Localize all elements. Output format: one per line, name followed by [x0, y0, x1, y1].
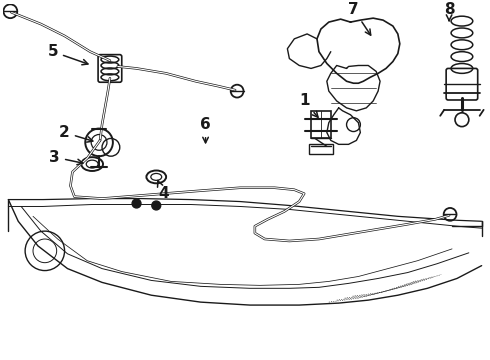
Circle shape [132, 199, 141, 208]
Text: 3: 3 [49, 150, 83, 165]
Text: 7: 7 [348, 2, 371, 35]
Text: 5: 5 [48, 44, 88, 65]
Text: 4: 4 [157, 180, 169, 201]
Text: 2: 2 [59, 125, 93, 142]
Circle shape [152, 201, 161, 210]
Text: 6: 6 [200, 117, 211, 143]
Text: 8: 8 [444, 2, 454, 21]
Text: 1: 1 [299, 94, 318, 117]
